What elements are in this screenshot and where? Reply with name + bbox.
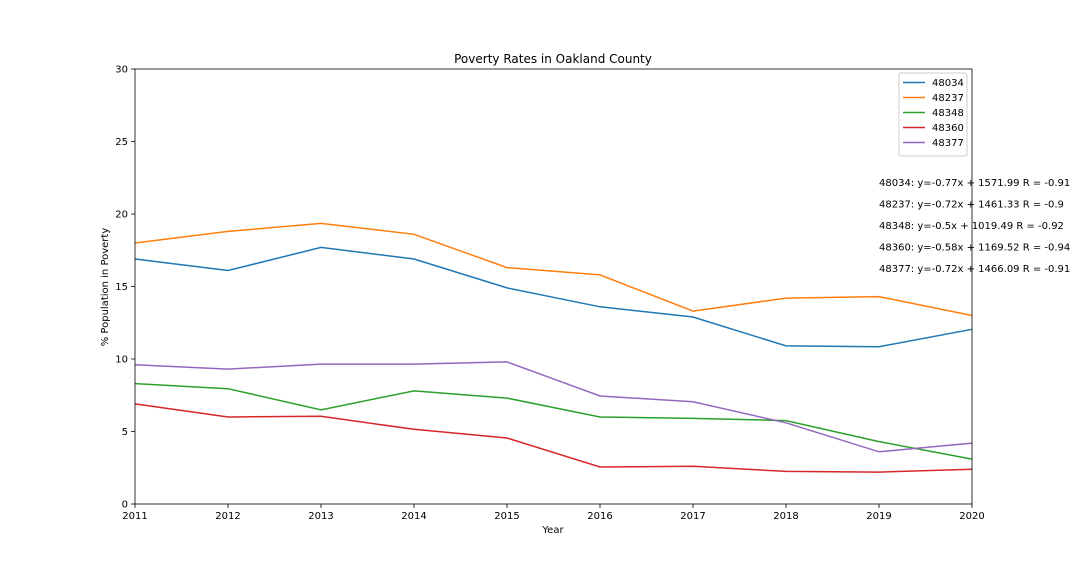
series-line-48237: [134, 222, 973, 317]
chart-title: Poverty Rates in Oakland County: [454, 52, 652, 66]
y-tick-label: 15: [115, 282, 128, 293]
x-tick-label: 2016: [587, 511, 612, 522]
series-line-48348: [134, 382, 973, 460]
x-tick-label: 2020: [959, 511, 984, 522]
x-axis-label: Year: [541, 525, 564, 536]
regression-annotation: 48034: y=-0.77x + 1571.99 R = -0.91: [879, 178, 1070, 189]
regression-annotation: 48360: y=-0.58x + 1169.52 R = -0.94: [879, 243, 1070, 254]
x-tick-label: 2014: [401, 511, 426, 522]
x-tick-label: 2015: [494, 511, 519, 522]
regression-annotation: 48348: y=-0.5x + 1019.49 R = -0.92: [879, 221, 1064, 232]
legend-label: 48237: [932, 93, 964, 104]
regression-annotations: 48034: y=-0.77x + 1571.99 R = -0.91 48237…: [879, 178, 1070, 275]
y-tick-label: 25: [115, 137, 128, 148]
regression-annotation: 48377: y=-0.72x + 1466.09 R = -0.91: [879, 264, 1070, 275]
x-tick-label: 2012: [215, 511, 240, 522]
x-tick-label: 2013: [308, 511, 333, 522]
y-tick-label: 0: [122, 500, 128, 511]
regression-annotation: 48237: y=-0.72x + 1461.33 R = -0.9: [879, 200, 1064, 211]
series-line-48034: [134, 246, 973, 348]
x-tick-label: 2017: [680, 511, 705, 522]
series-line-48377: [134, 361, 973, 453]
legend-label: 48034: [932, 78, 964, 89]
x-tick-label: 2018: [773, 511, 798, 522]
y-tick-label: 10: [115, 355, 128, 366]
plot-area: 2011 2012 2013 2014 2015 2016 2017 2018 2019 2020…: [115, 65, 984, 523]
legend-label: 48377: [932, 138, 964, 149]
y-tick-label: 5: [122, 427, 128, 438]
legend-box: [898, 72, 968, 157]
y-axis-label: % Population in Poverty: [100, 228, 111, 347]
legend: 48034 48237 48348 48360 48377: [898, 72, 968, 157]
y-tick-label: 20: [115, 210, 128, 221]
plot-frame: [134, 68, 973, 505]
x-tick-label: 2011: [122, 511, 147, 522]
legend-label: 48348: [932, 108, 964, 119]
x-tick-label: 2019: [866, 511, 891, 522]
series-line-48360: [134, 403, 973, 473]
legend-label: 48360: [932, 123, 964, 134]
y-tick-label: 30: [115, 65, 128, 76]
